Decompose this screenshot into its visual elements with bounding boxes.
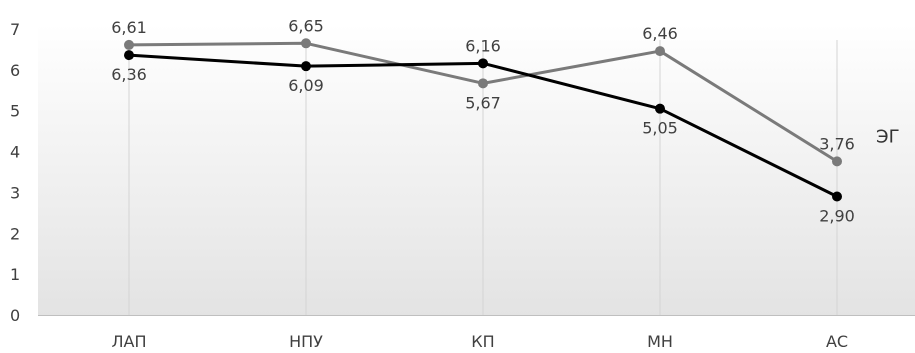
y-tick-label-7: 7 (10, 20, 20, 39)
series-1-point-ЛАП (124, 39, 134, 50)
x-tick-label-КП: КП (471, 332, 494, 351)
x-tick-label-НПУ: НПУ (289, 332, 323, 351)
x-tick-label-МН: МН (647, 332, 673, 351)
data-label-s2-АС: 2,90 (819, 207, 855, 226)
x-tick-label-ЛАП: ЛАП (111, 332, 146, 351)
series-1-point-НПУ (301, 38, 311, 49)
y-tick-label-4: 4 (10, 143, 20, 162)
data-label-s2-МН: 5,05 (642, 119, 678, 138)
x-tick-label-АС: АС (826, 332, 848, 351)
y-tick-label-5: 5 (10, 102, 20, 121)
series-2-point-НПУ (301, 61, 311, 72)
data-label-s2-ЛАП: 6,36 (111, 65, 147, 84)
y-tick-label-2: 2 (10, 224, 20, 243)
series-2-point-КП (478, 58, 488, 69)
series-1-point-АС (832, 156, 842, 167)
data-label-s2-КП: 6,16 (465, 36, 501, 55)
axes: 0 1 2 3 4 5 6 7 ЛАП НПУ КП МН АС (10, 20, 915, 351)
data-label-s1-АС: 3,76 (819, 134, 855, 153)
data-label-s1-МН: 6,46 (642, 24, 678, 43)
series-2-point-МН (655, 103, 665, 114)
y-tick-label-1: 1 (10, 265, 20, 284)
data-label-s2-НПУ: 6,09 (288, 76, 324, 95)
data-label-s1-КП: 5,67 (465, 93, 501, 112)
y-tick-label-6: 6 (10, 61, 20, 80)
data-labels: 6,61 6,65 5,67 6,46 3,76 6,36 6,09 6,16 5,05 2,90… (111, 16, 899, 225)
series (124, 38, 842, 202)
series-name-label: ЭГ (876, 126, 900, 147)
series-1-point-КП (478, 78, 488, 89)
plot-background (38, 24, 915, 316)
y-tick-label-0: 0 (10, 306, 20, 325)
series-1-point-МН (655, 46, 665, 57)
data-label-s1-ЛАП: 6,61 (111, 18, 147, 37)
series-2-point-ЛАП (124, 50, 134, 61)
series-2-point-АС (832, 191, 842, 202)
y-tick-label-3: 3 (10, 183, 20, 202)
data-label-s1-НПУ: 6,65 (288, 16, 324, 35)
